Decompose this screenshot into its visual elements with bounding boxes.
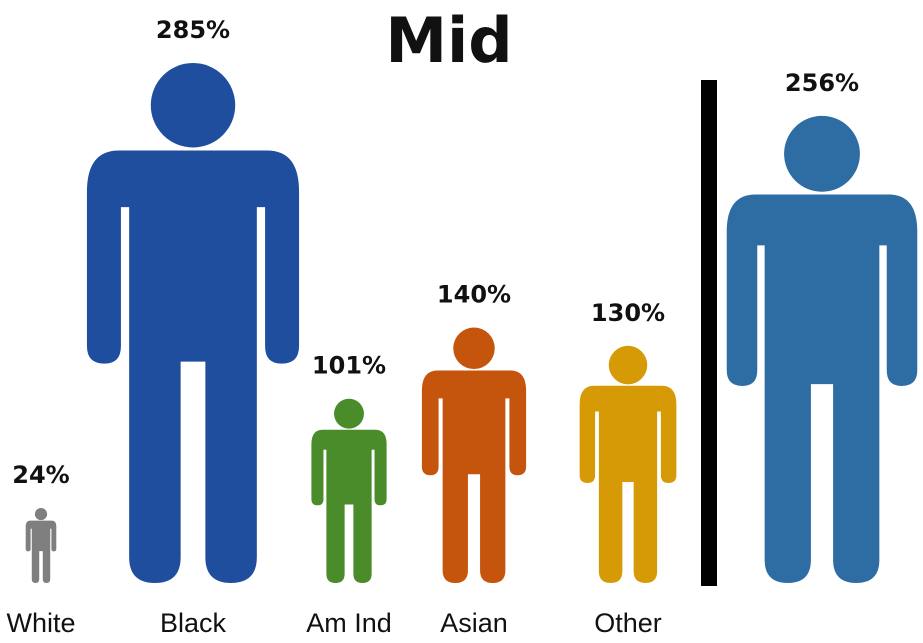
category-label-black: Black xyxy=(160,608,227,638)
labels-layer: 24% White 285% Black 101% Am Ind 140% Asian 130%… xyxy=(6,16,859,638)
figure-head xyxy=(334,398,364,429)
figure-body xyxy=(579,385,677,583)
person-figure-asian xyxy=(421,327,527,583)
value-label-black: 285% xyxy=(156,16,230,44)
person-figure-am-ind xyxy=(311,398,387,583)
figure-head xyxy=(608,345,648,385)
figure-body xyxy=(421,370,527,583)
figure-head xyxy=(453,327,495,370)
value-label-am-ind: 101% xyxy=(312,352,386,380)
value-label-item-6: 256% xyxy=(785,69,859,97)
figure-body xyxy=(726,194,918,583)
value-label-asian: 140% xyxy=(437,281,511,309)
figure-head xyxy=(34,508,48,521)
category-label-asian: Asian xyxy=(440,608,508,638)
figure-body xyxy=(86,150,300,583)
person-figure-item-6 xyxy=(726,115,918,583)
figure-body xyxy=(311,429,387,583)
chart-title: Mid xyxy=(385,4,512,77)
person-figure-black xyxy=(86,63,300,583)
value-label-other: 130% xyxy=(591,299,665,327)
figure-body xyxy=(25,520,57,583)
value-label-white: 24% xyxy=(12,461,69,489)
person-figure-other xyxy=(579,345,677,583)
figure-head xyxy=(784,115,860,192)
category-label-white: White xyxy=(6,608,75,638)
figures-layer xyxy=(25,63,918,583)
figure-head xyxy=(150,63,236,148)
separator-line xyxy=(701,80,717,586)
category-label-am-ind: Am Ind xyxy=(306,608,392,638)
person-figure-white xyxy=(25,508,57,583)
category-label-other: Other xyxy=(594,608,662,638)
